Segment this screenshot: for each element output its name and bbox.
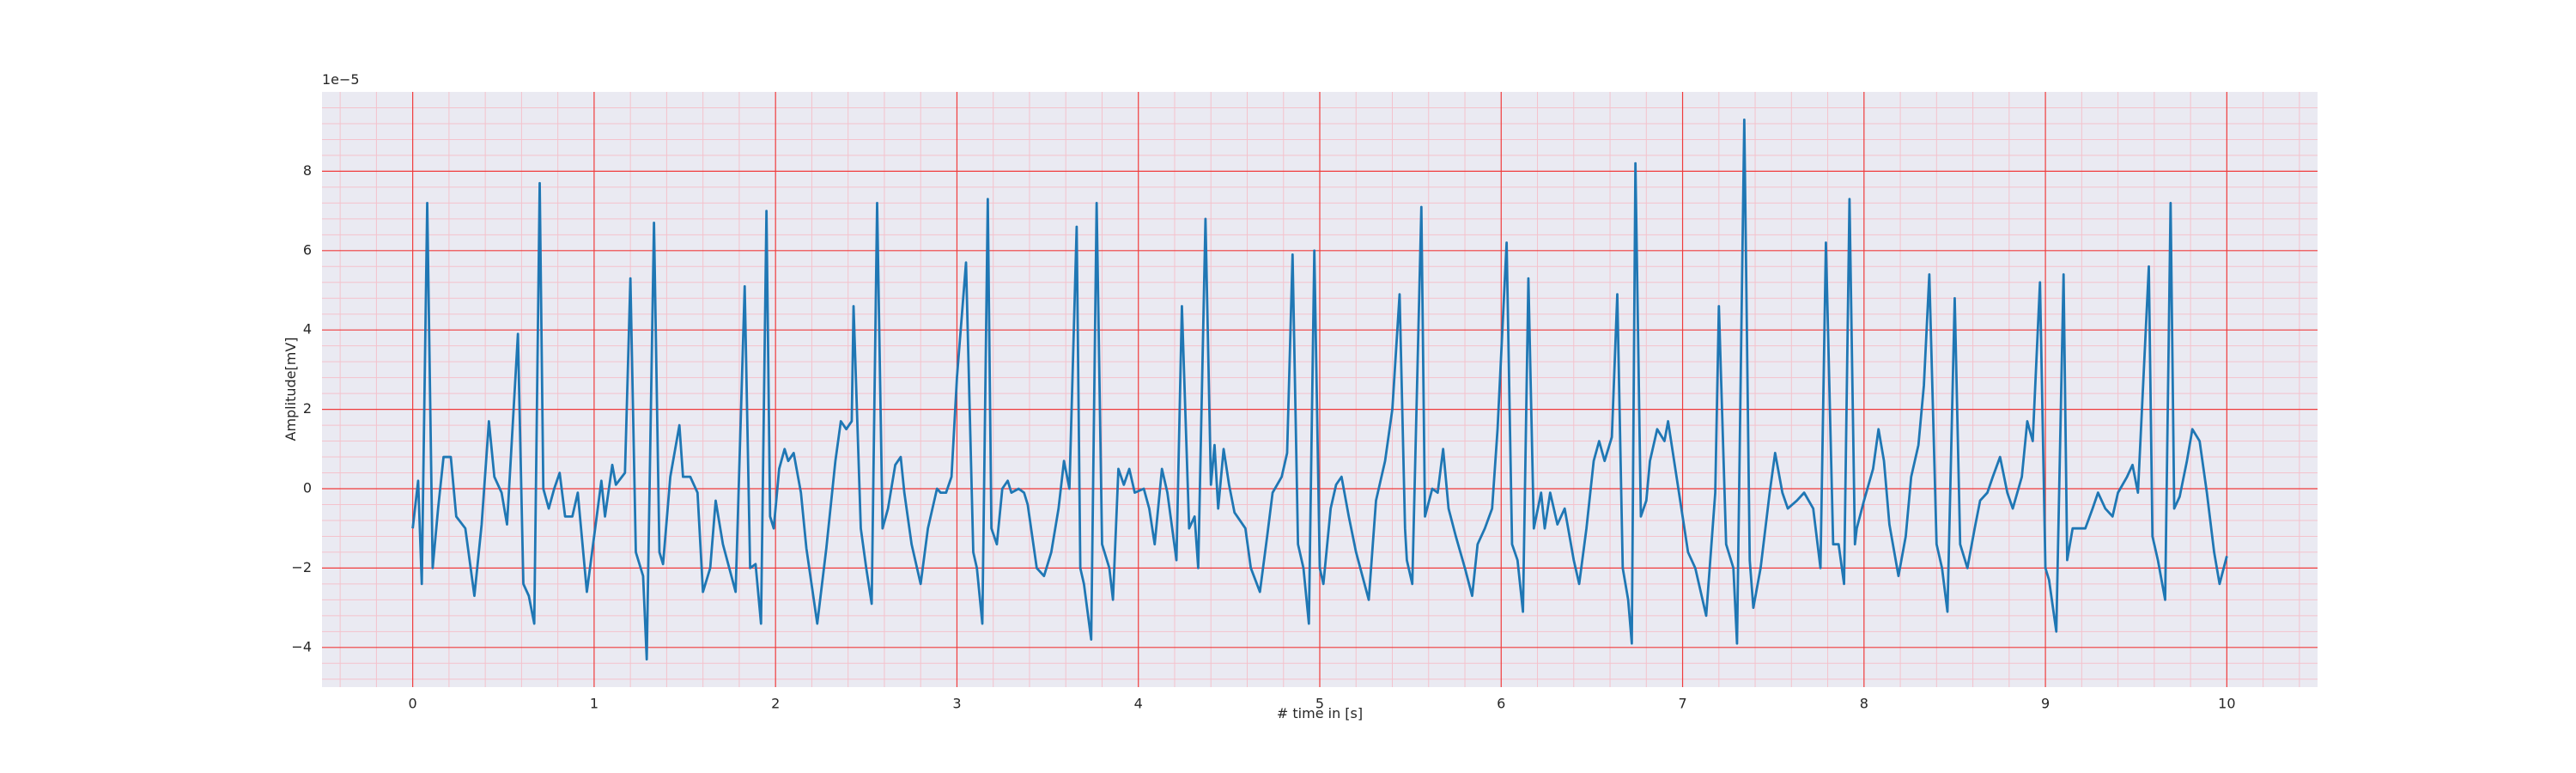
y-tick-label: −2: [291, 559, 312, 575]
labels: 1e−5 # time in [s] Amplitude[mV] 0 1 2 3 4 5 6…: [283, 71, 2236, 721]
x-tick-label: 1: [590, 696, 598, 712]
y-tick-label: 8: [303, 162, 312, 179]
axis-offset-label: 1e−5: [322, 71, 360, 88]
x-tick-label: 7: [1678, 696, 1686, 712]
y-tick-label: 6: [303, 241, 312, 258]
y-tick-label: 4: [303, 321, 312, 338]
grid: [322, 92, 2318, 687]
x-tick-label: 4: [1134, 696, 1143, 712]
marks: [411, 118, 2228, 661]
y-tick-label: 0: [303, 480, 312, 496]
x-tick-label: 8: [1860, 696, 1868, 712]
x-tick-label: 2: [771, 696, 780, 712]
x-axis-label: # time in [s]: [1277, 705, 1363, 721]
x-tick-label: 5: [1315, 696, 1324, 712]
y-tick-label: −4: [291, 638, 312, 654]
x-tick-label: 0: [409, 696, 417, 712]
x-tick-label: 3: [952, 696, 961, 712]
y-axis-label: Amplitude[mV]: [283, 337, 299, 441]
x-tick-label: 9: [2041, 696, 2050, 712]
x-tick-label: 10: [2218, 696, 2235, 712]
y-tick-label: 2: [303, 400, 312, 417]
x-tick-label: 6: [1497, 696, 1505, 712]
signal-line: [411, 118, 2228, 661]
